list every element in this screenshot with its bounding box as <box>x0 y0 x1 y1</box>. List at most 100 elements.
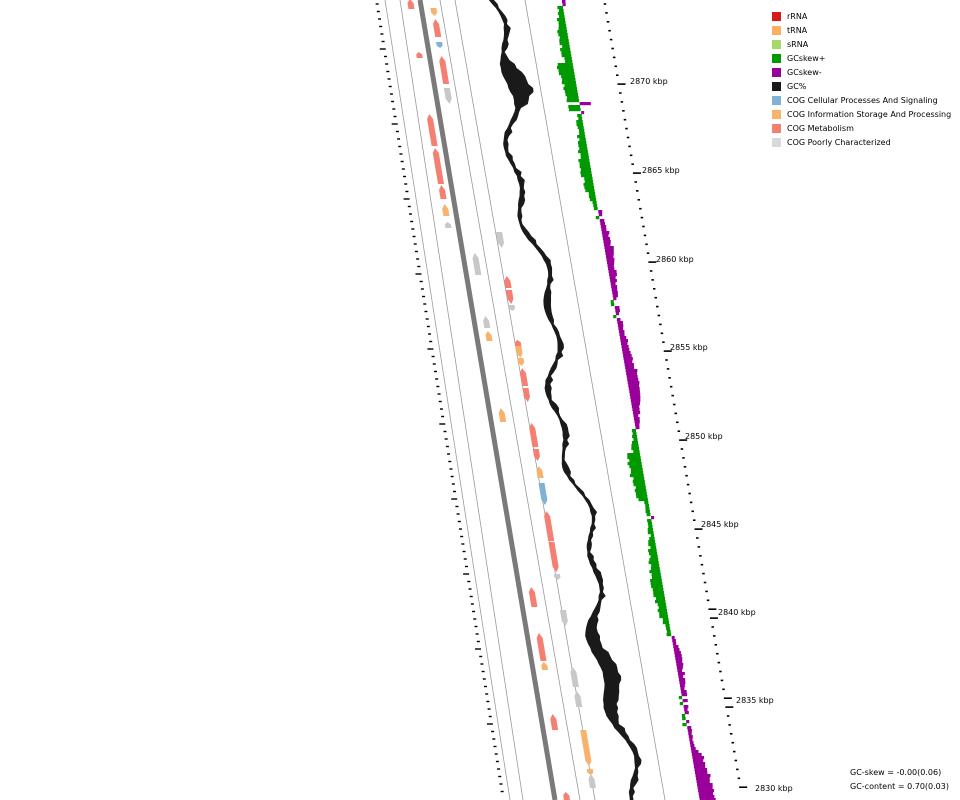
tick-label-2845: 2845 kbp <box>701 520 739 529</box>
gc-skew-positive <box>652 588 664 592</box>
gc-skew-positive <box>610 300 614 304</box>
gene-arrow <box>517 358 525 366</box>
gc-skew-positive <box>648 552 658 556</box>
gc-skew-negative <box>699 795 715 799</box>
gene-arrow <box>544 511 555 541</box>
gc-skew-positive <box>651 573 661 577</box>
gc-skew-positive <box>650 534 655 538</box>
gc-skew-negative <box>679 681 686 685</box>
legend-swatch <box>772 25 781 35</box>
gc-skew-positive <box>584 180 594 184</box>
gc-skew-negative <box>622 351 631 355</box>
legend-label: sRNA <box>787 39 809 49</box>
gc-skew-positive <box>557 63 573 67</box>
gc-skew-positive <box>576 123 584 127</box>
gc-skew-positive <box>659 612 668 616</box>
gc-skew-positive <box>565 60 573 64</box>
gc-skew-negative <box>632 411 641 415</box>
gc-skew-negative <box>677 669 683 673</box>
gene-arrow <box>574 691 583 707</box>
gc-skew-negative <box>635 426 640 430</box>
gc-skew-positive <box>593 204 598 208</box>
gc-skew-negative <box>686 720 690 724</box>
gc-skew-positive <box>682 717 686 721</box>
legend-label: COG Cellular Processes And Signaling <box>787 95 938 105</box>
gc-skew-negative <box>688 735 693 739</box>
gc-skew-positive <box>647 522 653 526</box>
gc-skew-negative <box>678 678 686 682</box>
gc-skew-positive <box>646 513 651 517</box>
gc-skew-positive <box>562 45 570 49</box>
gc-skew-positive <box>631 441 639 445</box>
gene-arrow <box>504 276 512 288</box>
gc-skew-positive <box>583 183 594 187</box>
gc-skew-negative <box>672 639 676 643</box>
legend-item-gcskew-minus: GCskew- <box>772 65 951 79</box>
gene-arrow <box>485 331 493 341</box>
gc-skew-positive <box>577 114 582 118</box>
gc-skew-negative <box>680 687 685 691</box>
gc-skew-negative <box>697 786 713 790</box>
gc-skew-positive <box>568 108 581 112</box>
backbone-line <box>417 0 558 800</box>
legend-label: GC% <box>787 81 807 91</box>
gene-arrow <box>563 792 570 800</box>
gc-skew-positive <box>630 468 643 472</box>
gc-skew-negative <box>611 288 618 292</box>
gc-skew-positive <box>584 177 593 181</box>
gc-skew-positive <box>629 459 642 463</box>
gene-arrow <box>433 19 442 37</box>
gene-arrow <box>536 633 547 661</box>
gc-skew-negative <box>690 744 695 748</box>
gc-skew-negative <box>688 732 692 736</box>
gc-skew-positive <box>579 138 586 142</box>
gc-skew-positive <box>558 69 574 73</box>
gc-skew-positive <box>613 315 617 319</box>
gc-skew-positive <box>659 615 669 619</box>
summary-stats: GC-skew = -0.00(0.06) GC-content = 0.70(… <box>850 766 949 794</box>
gc-content-stat: GC-content = 0.70(0.03) <box>850 782 949 791</box>
gc-skew-negative <box>674 651 681 655</box>
legend-item-gcskew-plus: GCskew+ <box>772 51 951 65</box>
gc-skew-negative <box>684 708 688 712</box>
legend-item-trna: tRNA <box>772 23 951 37</box>
legend-item-cog-poorly: COG Poorly Characterized <box>772 135 951 149</box>
gc-skew-positive <box>589 198 597 202</box>
gc-skew-positive <box>577 135 586 139</box>
legend-item-cog-metabolism: COG Metabolism <box>772 121 951 135</box>
gc-skew-positive <box>650 567 660 571</box>
gc-skew-positive <box>610 303 615 307</box>
gene-arrow <box>496 232 505 248</box>
gc-skew-negative <box>609 276 616 280</box>
gc-skew-positive <box>647 531 654 535</box>
gc-skew-negative <box>687 729 692 733</box>
gc-skew-positive <box>629 465 643 469</box>
gc-skew-negative <box>691 750 699 754</box>
gc-skew-negative <box>581 111 585 115</box>
gc-skew-negative <box>681 690 687 694</box>
gc-skew-negative <box>694 768 708 772</box>
gc-skew-positive <box>577 126 584 130</box>
legend-label: COG Information Storage And Processing <box>787 109 952 119</box>
gc-skew-negative <box>620 342 628 346</box>
gene-arrow <box>580 730 592 766</box>
gc-skew-positive <box>579 147 588 151</box>
tick-labels: 2870 kbp 2865 kbp 2860 kbp 2855 kbp 2850… <box>630 77 793 793</box>
gc-skew-negative <box>617 321 623 325</box>
gc-skew-positive <box>559 39 569 43</box>
tick-label-2855: 2855 kbp <box>670 343 708 352</box>
gc-skew-positive <box>566 99 580 103</box>
gc-skew-positive <box>653 591 664 595</box>
gc-skew-positive <box>634 489 647 493</box>
gc-skew-negative <box>603 240 611 244</box>
gc-skew-positive <box>580 156 589 160</box>
gc-skew-positive <box>656 597 665 601</box>
gc-skew-negative <box>678 675 684 679</box>
gc-skew-positive <box>650 555 658 559</box>
legend-item-rrna: rRNA <box>772 9 951 23</box>
gc-skew-positive <box>588 192 596 196</box>
gc-skew-positive <box>666 627 671 631</box>
gc-skew-negative <box>692 759 704 763</box>
gc-skew-positive <box>561 75 575 79</box>
